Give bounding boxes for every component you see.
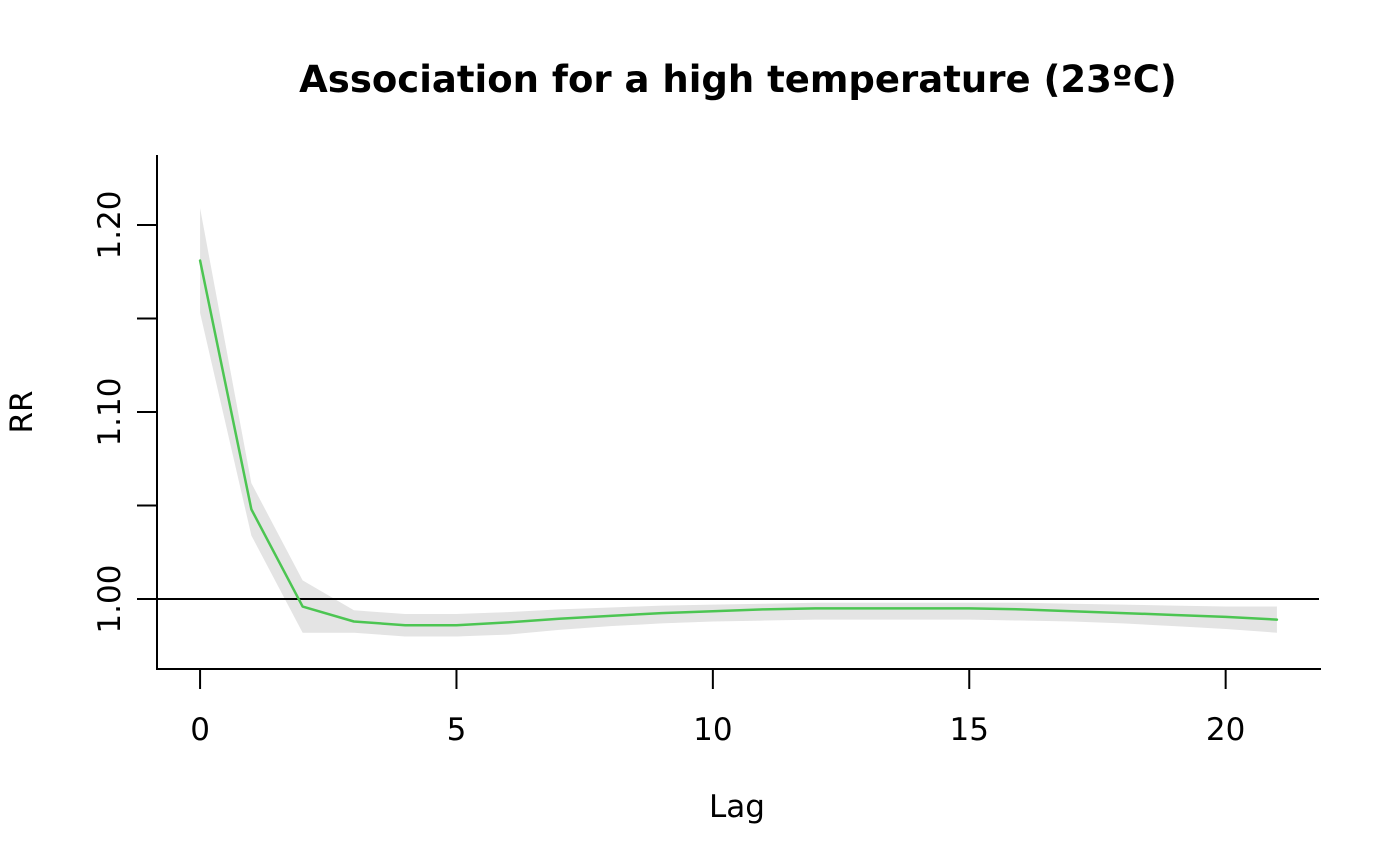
x-tick-label: 10 [693,712,732,748]
y-axis-tick-labels: 1.00 1.10 1.20 [92,190,128,633]
y-tick-label: 1.00 [92,565,128,634]
x-tick-label: 20 [1206,712,1245,748]
x-axis-ticks [199,669,1227,689]
y-axis-ticks [137,224,157,601]
y-axis-title: RR [4,390,40,433]
x-tick-label: 5 [447,712,467,748]
x-tick-label: 15 [950,712,989,748]
rr-estimate-line [198,259,1279,627]
chart-title: Association for a high temperature (23ºC… [299,58,1177,101]
y-tick-label: 1.10 [92,378,128,447]
y-tick-label: 1.20 [92,190,128,259]
x-axis-title: Lag [709,789,765,825]
x-tick-label: 0 [190,712,210,748]
confidence-band [200,208,1277,637]
x-axis-tick-labels: 0 5 10 15 20 [190,712,1245,748]
